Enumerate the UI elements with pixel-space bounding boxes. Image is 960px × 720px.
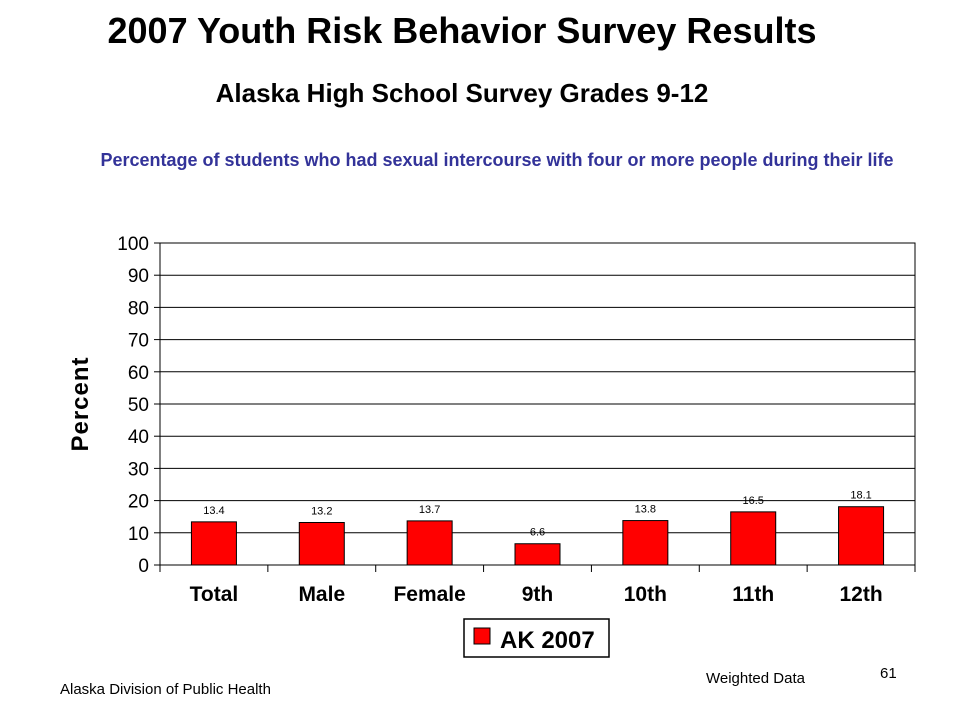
legend-label: AK 2007 — [500, 627, 595, 654]
data-label: 18.1 — [850, 490, 871, 502]
bar — [190, 521, 237, 566]
data-label: 16.5 — [743, 495, 764, 507]
x-tick-label: 9th — [522, 583, 554, 606]
bar — [406, 520, 453, 566]
x-tick-label: 10th — [624, 583, 667, 606]
y-tick-label: 80 — [128, 298, 149, 319]
x-tick-label: 11th — [732, 583, 774, 606]
bar — [514, 543, 561, 566]
x-tick-label: Male — [298, 583, 345, 606]
slide-subtitle: Alaska High School Survey Grades 9-12 — [215, 78, 709, 108]
bar — [298, 521, 345, 566]
footer-weighted-note: Weighted Data — [706, 670, 805, 687]
legend-swatch — [473, 627, 491, 645]
chart-title: Percentage of students who had sexual in… — [100, 150, 894, 170]
y-tick-label: 10 — [128, 524, 149, 545]
y-tick-label: 50 — [128, 395, 149, 416]
data-label: 6.6 — [530, 527, 545, 539]
x-tick-label: Total — [190, 583, 239, 606]
y-tick-label: 30 — [128, 459, 149, 480]
data-label: 13.7 — [419, 504, 440, 516]
y-tick-label: 90 — [128, 266, 149, 287]
bar — [622, 520, 669, 566]
x-tick-label: Female — [393, 583, 465, 606]
x-tick-label: 12th — [839, 583, 882, 606]
bar — [730, 511, 777, 566]
data-label: 13.2 — [311, 505, 332, 517]
bar — [838, 506, 885, 566]
slide-number: 61 — [880, 665, 897, 682]
slide-title: 2007 Youth Risk Behavior Survey Results — [107, 10, 817, 51]
y-tick-label: 0 — [138, 556, 149, 577]
y-tick-label: 40 — [128, 427, 149, 448]
y-tick-label: 100 — [117, 234, 149, 255]
y-tick-label: 70 — [128, 331, 149, 352]
footer-organization: Alaska Division of Public Health — [60, 681, 271, 698]
legend-box — [463, 618, 610, 658]
y-tick-label: 60 — [128, 363, 149, 384]
data-label: 13.8 — [635, 504, 656, 516]
y-axis-label: Percent — [67, 356, 94, 451]
y-tick-label: 20 — [128, 492, 149, 513]
data-label: 13.4 — [203, 505, 224, 517]
